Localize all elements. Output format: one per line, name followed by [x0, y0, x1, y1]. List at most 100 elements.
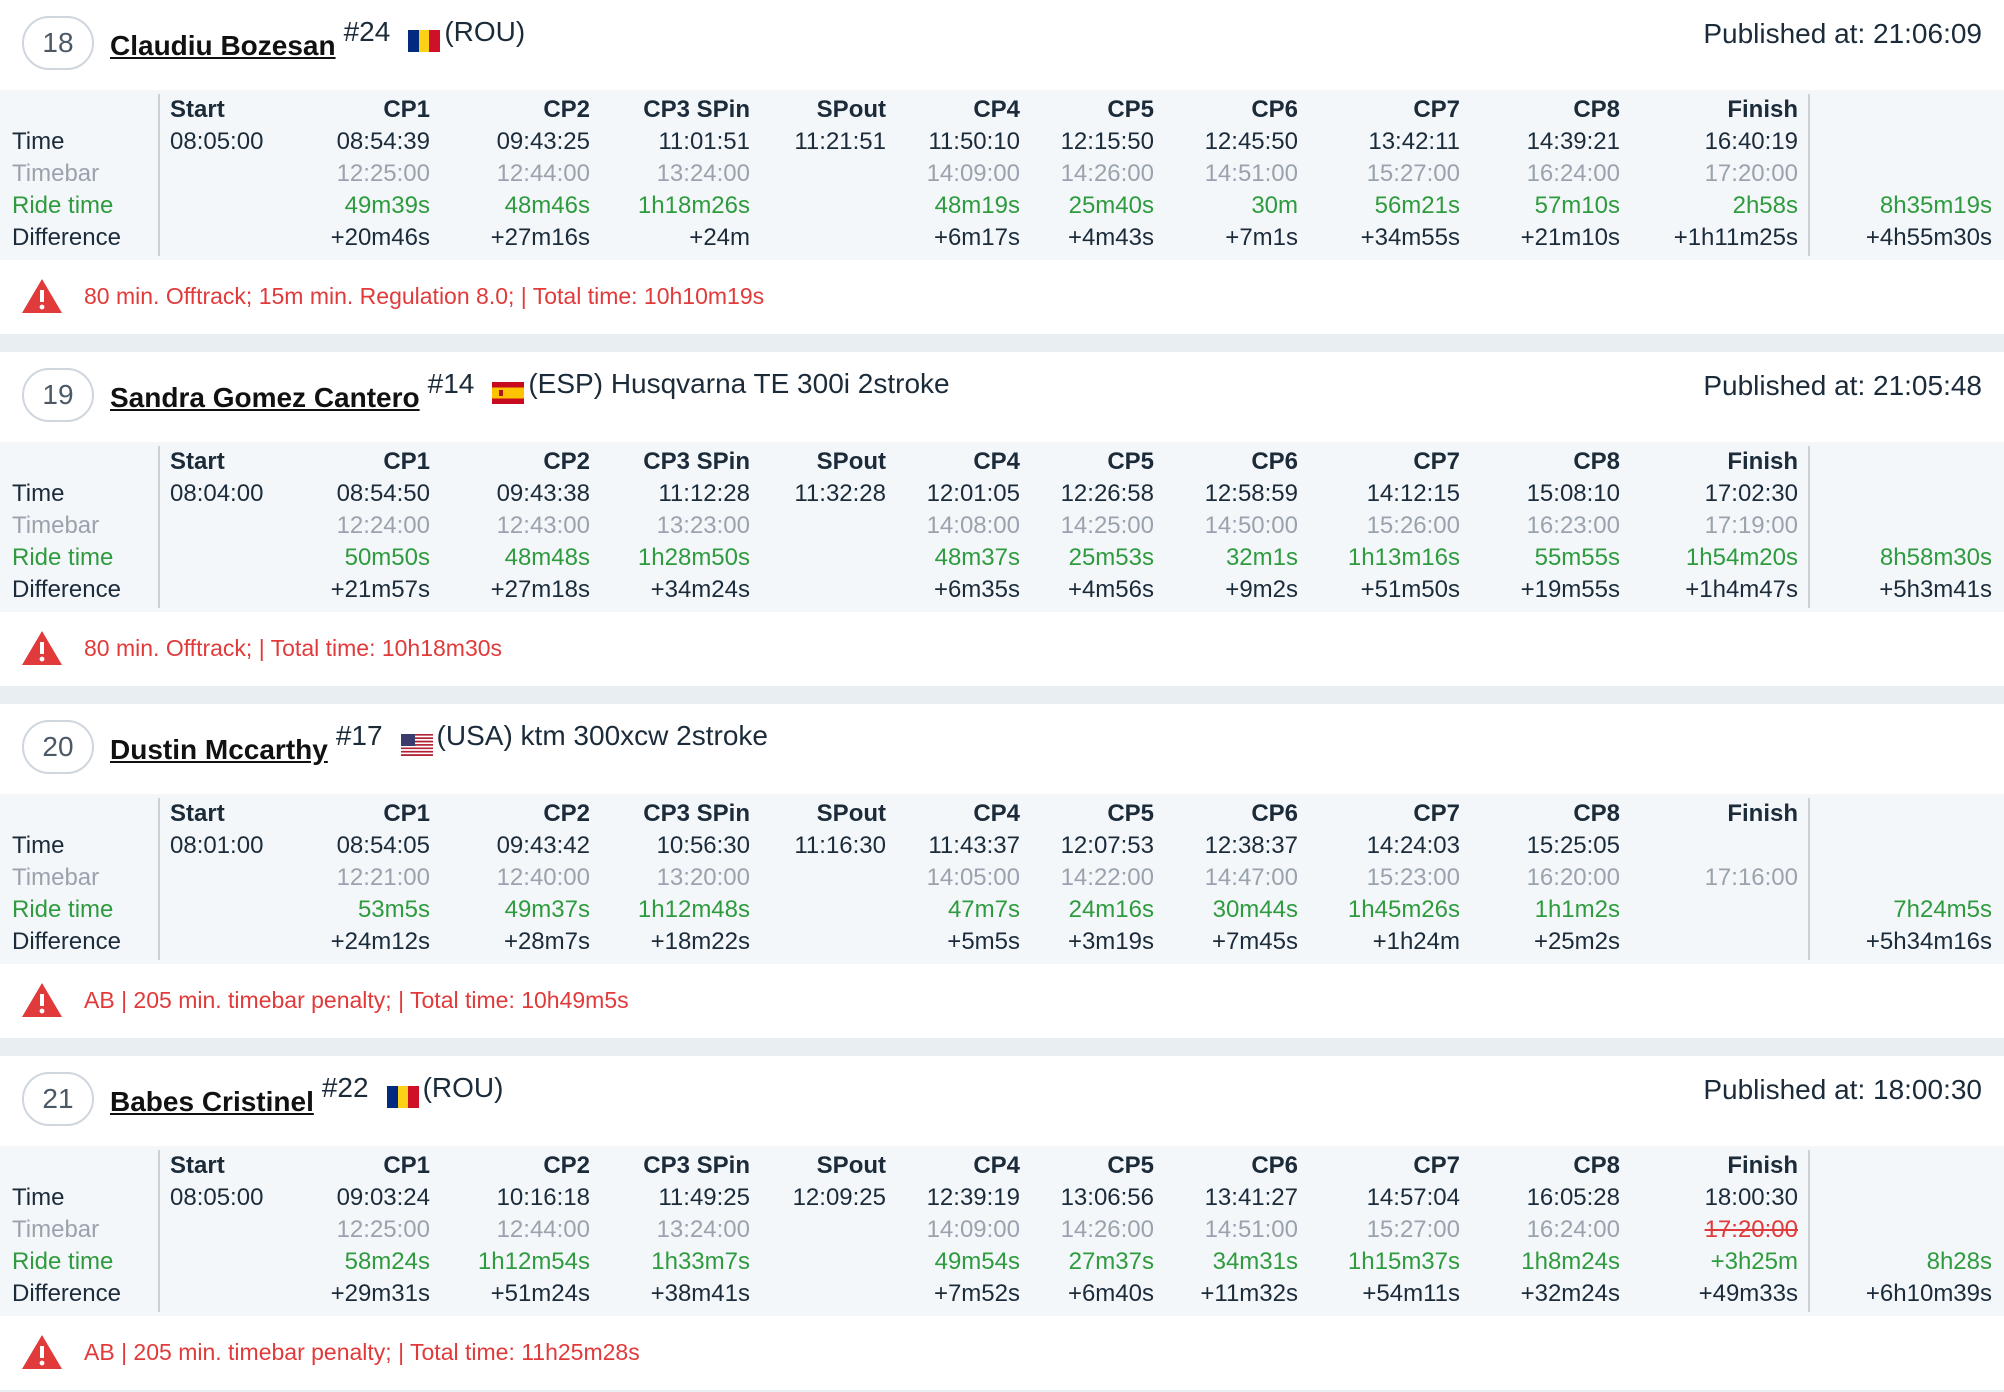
difference-cell: +27m18s: [490, 576, 590, 603]
time-cell: 17:02:30: [1704, 480, 1798, 507]
time-cell: 08:54:50: [336, 480, 430, 507]
timebar-cell: 14:47:00: [1204, 864, 1298, 891]
ride-time-cell: 1h13m16s: [1347, 544, 1460, 571]
ride-time-cell: 48m48s: [504, 544, 590, 571]
column-header: CP6: [1251, 96, 1298, 123]
penalty-notice: 80 min. Offtrack; | Total time: 10h18m30…: [20, 628, 502, 668]
time-cell: 09:03:24: [336, 1184, 430, 1211]
difference-cell: +24m12s: [330, 928, 430, 955]
rider-card: 20 Dustin Mccarthy #17 (USA) ktm 300xcw 2st…: [0, 704, 2004, 1038]
row-label-diff: Difference: [12, 576, 121, 603]
ride-time-cell: 25m53s: [1068, 544, 1154, 571]
difference-cell: +6m40s: [1067, 1280, 1154, 1307]
column-header: Finish: [1727, 1152, 1798, 1179]
time-cell: 13:06:56: [1060, 1184, 1154, 1211]
timebar-cell: 14:50:00: [1204, 512, 1298, 539]
timebar-cell: 12:44:00: [496, 160, 590, 187]
ride-time-cell: 25m40s: [1068, 192, 1154, 219]
position-badge: 20: [22, 720, 94, 774]
time-cell: 14:57:04: [1366, 1184, 1460, 1211]
penalty-notice: AB | 205 min. timebar penalty; | Total t…: [20, 1332, 640, 1372]
rider-line: Claudiu Bozesan #24 (ROU): [110, 16, 525, 64]
column-header: CP2: [543, 1152, 590, 1179]
position-badge: 18: [22, 16, 94, 70]
difference-cell: +3m19s: [1067, 928, 1154, 955]
row-label-timebar: Timebar: [12, 512, 100, 539]
ride-time-cell: 49m54s: [934, 1248, 1020, 1275]
time-cell: 08:05:00: [170, 128, 264, 155]
difference-cell: +6m17s: [933, 224, 1020, 251]
published-time: Published at: 18:00:30: [1703, 1074, 1982, 1105]
ride-time-cell: 1h45m26s: [1347, 896, 1460, 923]
timebar-cell: 12:25:00: [336, 160, 430, 187]
row-label-diff: Difference: [12, 224, 121, 251]
difference-cell: +4m56s: [1067, 576, 1154, 603]
column-header: CP7: [1413, 448, 1460, 475]
position-badge: 19: [22, 368, 94, 422]
column-header: Start: [170, 1152, 225, 1179]
time-cell: 10:56:30: [656, 832, 750, 859]
ride-time-total: 8h28s: [1926, 1248, 1992, 1275]
timebar-cell: 15:26:00: [1366, 512, 1460, 539]
row-label-ride: Ride time: [12, 1248, 114, 1275]
difference-cell: +21m57s: [330, 576, 430, 603]
timebar-cell: 16:24:00: [1526, 1216, 1620, 1243]
flag-icon: [386, 1086, 419, 1108]
column-divider: [158, 798, 160, 960]
column-header: CP3 SPin: [643, 1152, 750, 1179]
time-cell: 12:45:50: [1204, 128, 1298, 155]
split-times-grid: Time Timebar Ride time Difference Start CP1 CP…: [0, 352, 2004, 622]
rider-name-link[interactable]: Sandra Gomez Cantero: [110, 382, 420, 413]
ride-time-cell: 58m24s: [344, 1248, 430, 1275]
ride-time-cell: 48m46s: [504, 192, 590, 219]
rider-card: 18 Claudiu Bozesan #24 (ROU) Published at: 2…: [0, 0, 2004, 334]
penalty-text: 80 min. Offtrack; | Total time: 10h18m30…: [84, 634, 503, 661]
ride-time-total: 7h24m5s: [1893, 896, 1992, 923]
split-times-grid: Time Timebar Ride time Difference Start CP1 CP…: [0, 1056, 2004, 1326]
difference-cell: +54m11s: [1362, 1280, 1460, 1307]
column-header: CP4: [973, 448, 1020, 475]
difference-total: +5h3m41s: [1879, 576, 1992, 603]
difference-cell: +51m50s: [1360, 576, 1460, 603]
timebar-cell: 17:19:00: [1704, 512, 1798, 539]
rider-number: #24: [343, 16, 391, 47]
time-cell: 08:01:00: [170, 832, 264, 859]
ride-time-cell: 48m19s: [934, 192, 1020, 219]
timebar-cell: 15:27:00: [1366, 1216, 1460, 1243]
rider-name-link[interactable]: Claudiu Bozesan: [110, 30, 336, 61]
column-header: CP7: [1413, 96, 1460, 123]
column-divider: [1808, 94, 1810, 256]
ride-time-cell: 24m16s: [1068, 896, 1154, 923]
time-cell: 12:15:50: [1060, 128, 1154, 155]
rider-name-link[interactable]: Dustin Mccarthy: [110, 734, 328, 765]
ride-time-cell: 56m21s: [1374, 192, 1460, 219]
difference-cell: +32m24s: [1520, 1280, 1620, 1307]
column-header: CP6: [1251, 1152, 1298, 1179]
timebar-cell: 13:24:00: [656, 160, 750, 187]
difference-cell: +7m1s: [1225, 224, 1298, 251]
difference-cell: +1h4m47s: [1685, 576, 1798, 603]
time-cell: 16:40:19: [1704, 128, 1798, 155]
timebar-cell: 15:23:00: [1366, 864, 1460, 891]
penalty-text: AB | 205 min. timebar penalty; | Total t…: [84, 986, 629, 1013]
rider-name-link[interactable]: Babes Cristinel: [110, 1086, 314, 1117]
flag-icon: [408, 30, 441, 52]
difference-cell: +7m52s: [933, 1280, 1020, 1307]
column-header: Finish: [1727, 96, 1798, 123]
ride-time-total: 8h35m19s: [1879, 192, 1992, 219]
timebar-cell: 14:22:00: [1060, 864, 1154, 891]
time-cell: 12:26:58: [1060, 480, 1154, 507]
split-times-table: [0, 442, 2004, 612]
time-cell: 16:05:28: [1526, 1184, 1620, 1211]
difference-cell: +25m2s: [1533, 928, 1620, 955]
position-badge: 21: [22, 1072, 94, 1126]
timebar-cell: 14:51:00: [1204, 160, 1298, 187]
column-header: CP7: [1413, 1152, 1460, 1179]
time-cell: 11:50:10: [928, 128, 1020, 155]
ride-time-cell: 57m10s: [1534, 192, 1620, 219]
row-label-time: Time: [12, 1184, 65, 1211]
row-label-diff: Difference: [12, 1280, 121, 1307]
warning-icon: [20, 981, 64, 1019]
timebar-cell: 12:24:00: [336, 512, 430, 539]
